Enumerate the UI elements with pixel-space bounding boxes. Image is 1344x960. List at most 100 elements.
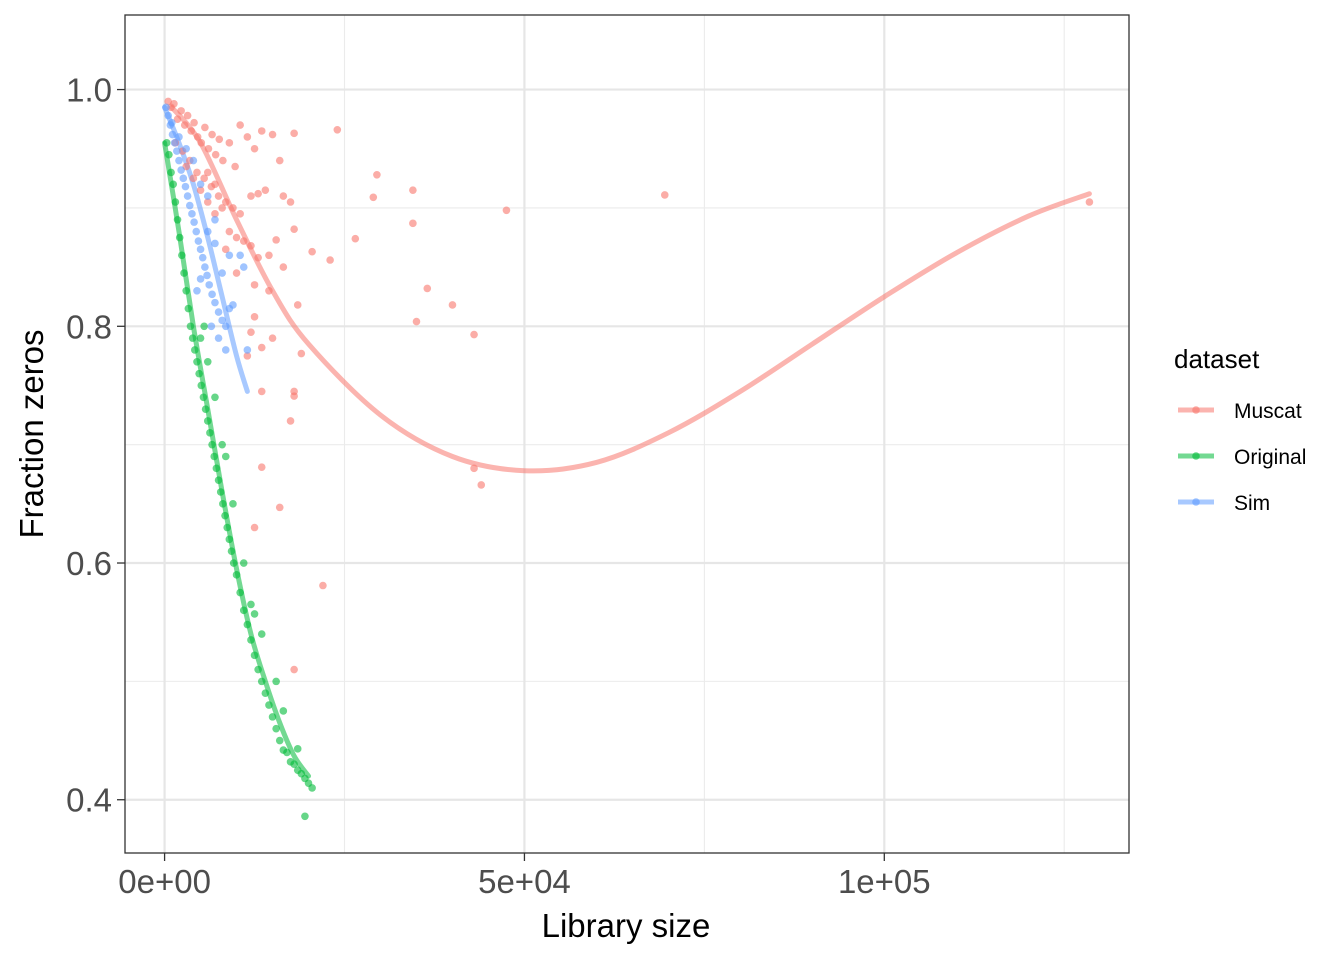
point-sim bbox=[211, 239, 219, 248]
point-sim bbox=[207, 322, 216, 331]
point-sim bbox=[208, 290, 216, 299]
point-muscat bbox=[265, 286, 273, 295]
point-original bbox=[261, 689, 270, 698]
point-muscat bbox=[257, 463, 266, 471]
point-muscat bbox=[180, 121, 189, 129]
point-original bbox=[211, 393, 219, 402]
point-original bbox=[169, 180, 178, 189]
point-muscat bbox=[193, 133, 202, 141]
point-muscat bbox=[243, 352, 252, 360]
point-original bbox=[171, 198, 180, 206]
point-sim bbox=[190, 218, 198, 226]
y-tick-label: 1.0 bbox=[66, 72, 112, 109]
point-sim bbox=[181, 182, 190, 191]
point-original bbox=[227, 547, 236, 555]
y-axis-ticks: 0.4 0.6 0.8 1.0 bbox=[66, 72, 125, 819]
point-original bbox=[167, 168, 175, 177]
y-axis-title: Fraction zeros bbox=[13, 329, 50, 538]
point-muscat bbox=[261, 186, 270, 194]
point-muscat bbox=[211, 210, 219, 218]
point-muscat bbox=[477, 481, 486, 489]
legend-label: Sim bbox=[1234, 492, 1270, 515]
point-muscat bbox=[369, 193, 378, 202]
point-sim bbox=[168, 130, 177, 139]
point-original bbox=[182, 286, 190, 295]
point-muscat bbox=[215, 135, 224, 144]
point-muscat bbox=[247, 242, 255, 250]
y-tick-label: 0.8 bbox=[66, 308, 112, 345]
point-original bbox=[265, 701, 273, 709]
point-original bbox=[250, 610, 259, 618]
point-original bbox=[232, 571, 241, 579]
point-muscat bbox=[221, 245, 230, 254]
legend-key-point bbox=[1192, 498, 1200, 506]
point-original bbox=[243, 620, 252, 629]
x-tick-label: 0e+00 bbox=[118, 863, 211, 900]
point-muscat bbox=[290, 129, 298, 138]
point-original bbox=[275, 736, 284, 745]
point-original bbox=[175, 233, 184, 242]
point-muscat bbox=[290, 225, 298, 234]
point-original bbox=[197, 381, 206, 390]
point-sim bbox=[221, 322, 230, 331]
point-muscat bbox=[218, 204, 226, 212]
point-muscat bbox=[326, 256, 334, 264]
point-original bbox=[239, 606, 248, 615]
point-original bbox=[203, 357, 212, 366]
point-original bbox=[254, 665, 262, 674]
point-muscat bbox=[177, 107, 185, 115]
point-muscat bbox=[250, 144, 259, 153]
point-muscat bbox=[203, 198, 212, 206]
point-muscat bbox=[229, 204, 237, 212]
point-sim bbox=[214, 334, 223, 342]
point-original bbox=[206, 429, 214, 437]
point-sim bbox=[188, 210, 196, 218]
point-original bbox=[203, 417, 212, 425]
point-muscat bbox=[250, 523, 259, 532]
point-original bbox=[283, 748, 291, 757]
point-muscat bbox=[275, 503, 284, 512]
point-muscat bbox=[1085, 198, 1094, 206]
point-muscat bbox=[196, 186, 205, 194]
point-muscat bbox=[448, 301, 457, 309]
point-sim bbox=[203, 227, 212, 236]
point-original bbox=[193, 357, 201, 366]
point-original bbox=[239, 559, 248, 567]
point-sim bbox=[164, 111, 172, 120]
point-original bbox=[272, 724, 280, 733]
point-original bbox=[272, 677, 280, 686]
legend-items: Muscat Original Sim bbox=[1178, 400, 1306, 515]
x-tick-label: 1e+05 bbox=[838, 863, 931, 900]
point-muscat bbox=[660, 191, 669, 199]
point-sim bbox=[201, 263, 209, 271]
point-original bbox=[308, 784, 316, 792]
point-muscat bbox=[190, 118, 198, 127]
point-original bbox=[290, 760, 298, 769]
y-tick-label: 0.6 bbox=[66, 545, 112, 582]
point-original bbox=[165, 150, 173, 159]
point-muscat bbox=[254, 189, 262, 198]
point-sim bbox=[162, 103, 170, 112]
series-original-points bbox=[162, 139, 316, 821]
point-sim bbox=[194, 237, 203, 245]
point-muscat bbox=[272, 236, 280, 244]
point-muscat bbox=[286, 198, 295, 206]
legend-item-sim: Sim bbox=[1178, 492, 1270, 515]
point-original bbox=[195, 369, 203, 378]
point-sim bbox=[198, 253, 207, 262]
point-original bbox=[180, 269, 188, 277]
point-sim bbox=[211, 215, 219, 224]
point-muscat bbox=[200, 174, 208, 183]
legend-item-muscat: Muscat bbox=[1178, 400, 1302, 423]
point-muscat bbox=[423, 284, 432, 293]
point-original bbox=[184, 304, 193, 313]
point-sim bbox=[214, 308, 223, 316]
y-tick-label: 0.4 bbox=[66, 782, 112, 819]
point-original bbox=[218, 440, 226, 449]
point-sim bbox=[211, 298, 219, 307]
point-original bbox=[229, 559, 238, 567]
point-original bbox=[257, 677, 266, 686]
point-muscat bbox=[257, 387, 266, 396]
point-original bbox=[210, 452, 219, 461]
point-original bbox=[208, 440, 216, 449]
